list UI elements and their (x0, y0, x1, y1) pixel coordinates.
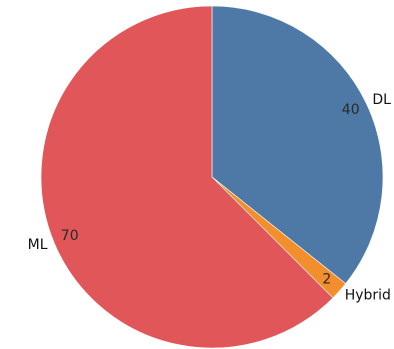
category-label-hybrid: Hybrid (345, 288, 391, 304)
pie-slices (40, 5, 384, 349)
value-label-ml: 70 (61, 228, 79, 244)
value-label-dl: 40 (342, 102, 360, 118)
category-label-ml: ML (28, 237, 48, 253)
value-label-hybrid: 2 (322, 272, 331, 288)
pie-slice-ml (40, 5, 334, 349)
category-label-dl: DL (372, 92, 391, 108)
pie-slice-dl (211, 5, 384, 285)
pie-labels: 40 DL 2 Hybrid 70 ML (28, 92, 392, 304)
